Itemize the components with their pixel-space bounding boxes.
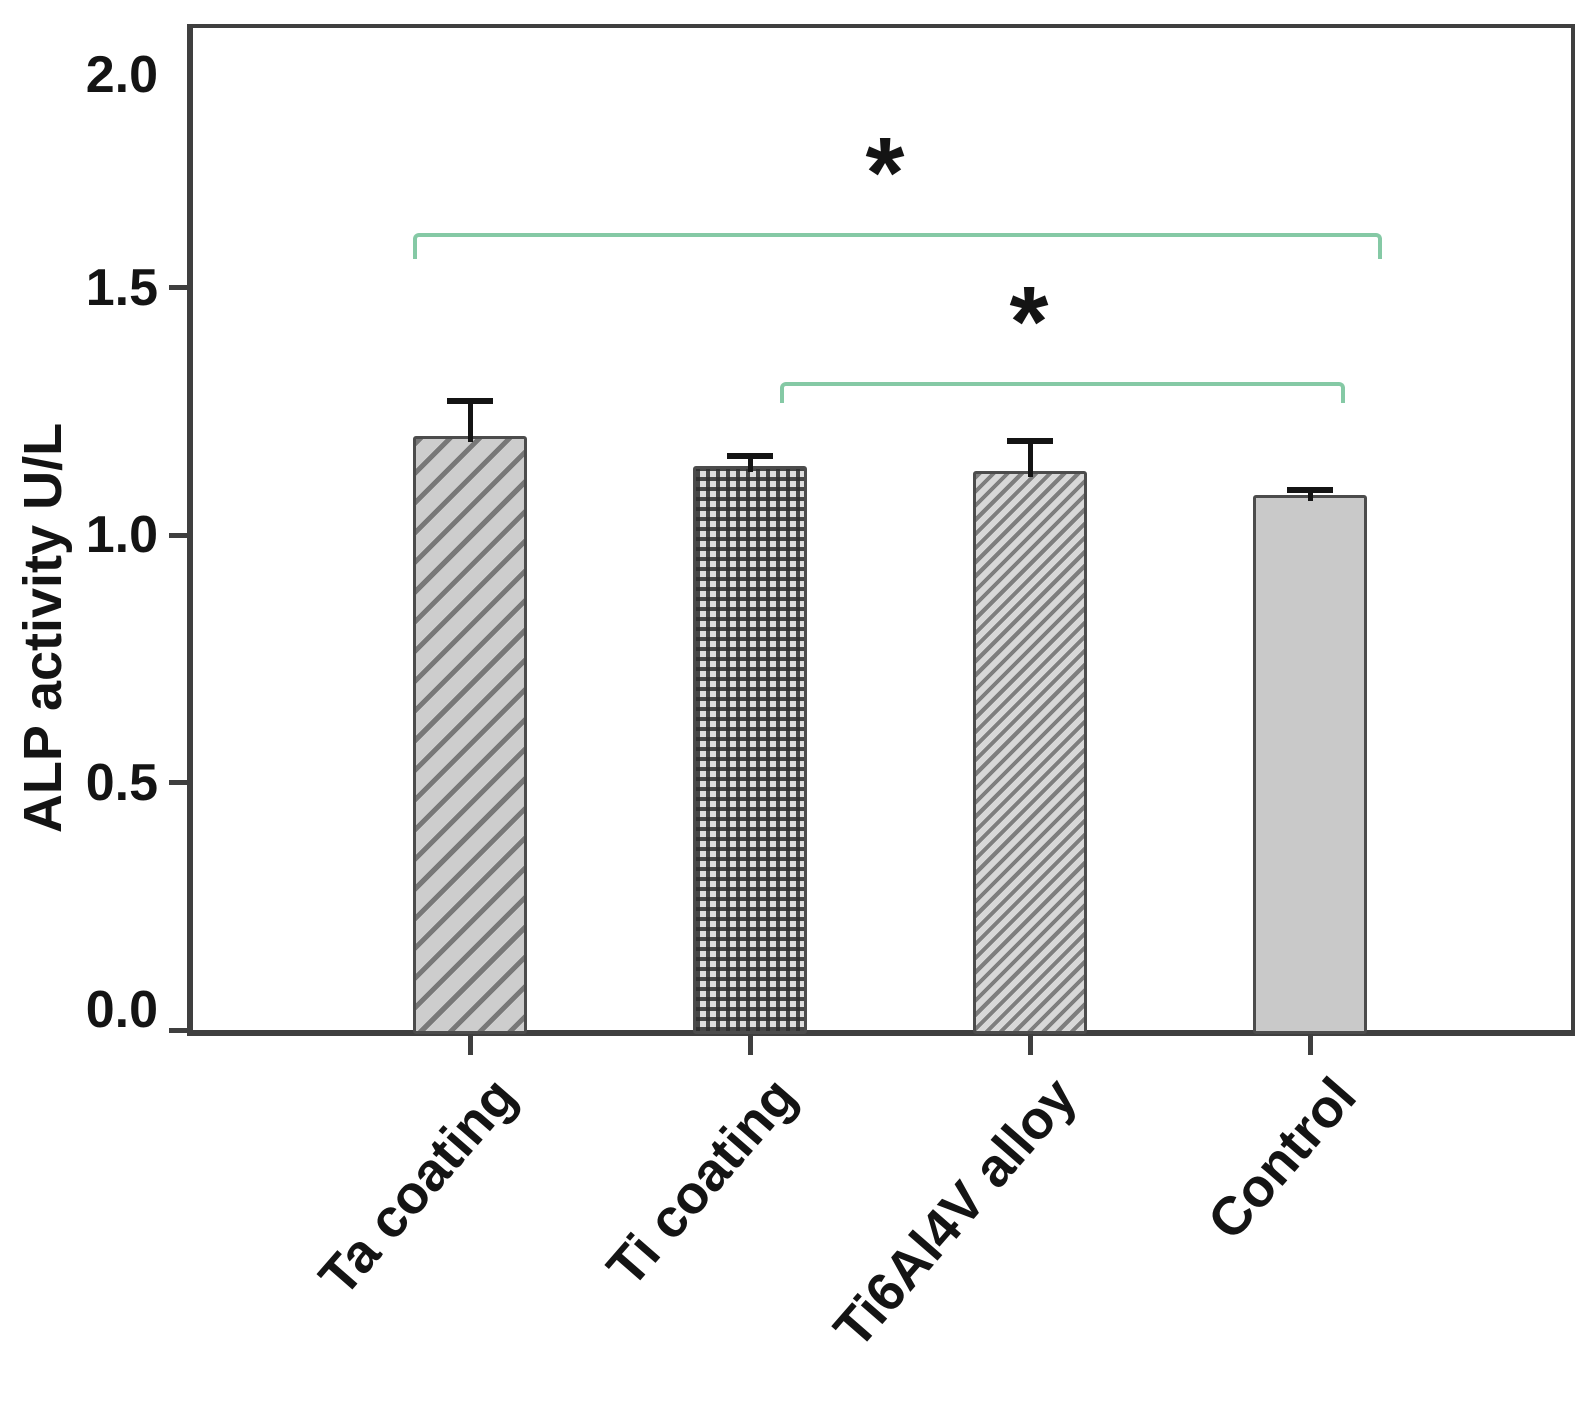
y-tick-label: 0.0 [85, 981, 158, 1039]
error-bar [1027, 440, 1033, 477]
error-bar [1307, 490, 1313, 502]
significance-asterisk: * [1009, 265, 1049, 378]
error-bar [467, 401, 473, 442]
significance-bracket [780, 381, 1345, 403]
y-tick-label: 1.0 [85, 506, 158, 564]
x-axis-tick [747, 1036, 753, 1055]
significance-bracket [413, 233, 1382, 260]
y-axis-tick [169, 532, 190, 538]
x-tick-label: Ta coating [307, 1066, 528, 1307]
y-tick-label: 0.5 [85, 753, 158, 812]
error-bar-cap [1287, 487, 1333, 494]
y-axis-tick [169, 780, 190, 785]
bar [413, 436, 527, 1034]
error-bar [747, 455, 753, 472]
y-tick-label: 1.5 [85, 258, 158, 317]
y-axis-tick [169, 285, 190, 290]
plot-area-frame [187, 24, 1575, 1036]
bar [1253, 495, 1367, 1034]
x-axis-tick [1027, 1036, 1033, 1055]
bar [693, 465, 807, 1034]
error-bar-cap [1007, 437, 1053, 444]
bar [973, 470, 1087, 1034]
y-axis-tick [169, 1027, 190, 1033]
y-tick-label: 2.0 [85, 46, 158, 104]
x-axis-tick [467, 1036, 473, 1055]
x-axis-tick [1307, 1036, 1313, 1055]
error-bar-cap [447, 398, 493, 405]
significance-asterisk: * [865, 117, 905, 230]
error-bar-cap [727, 452, 773, 459]
